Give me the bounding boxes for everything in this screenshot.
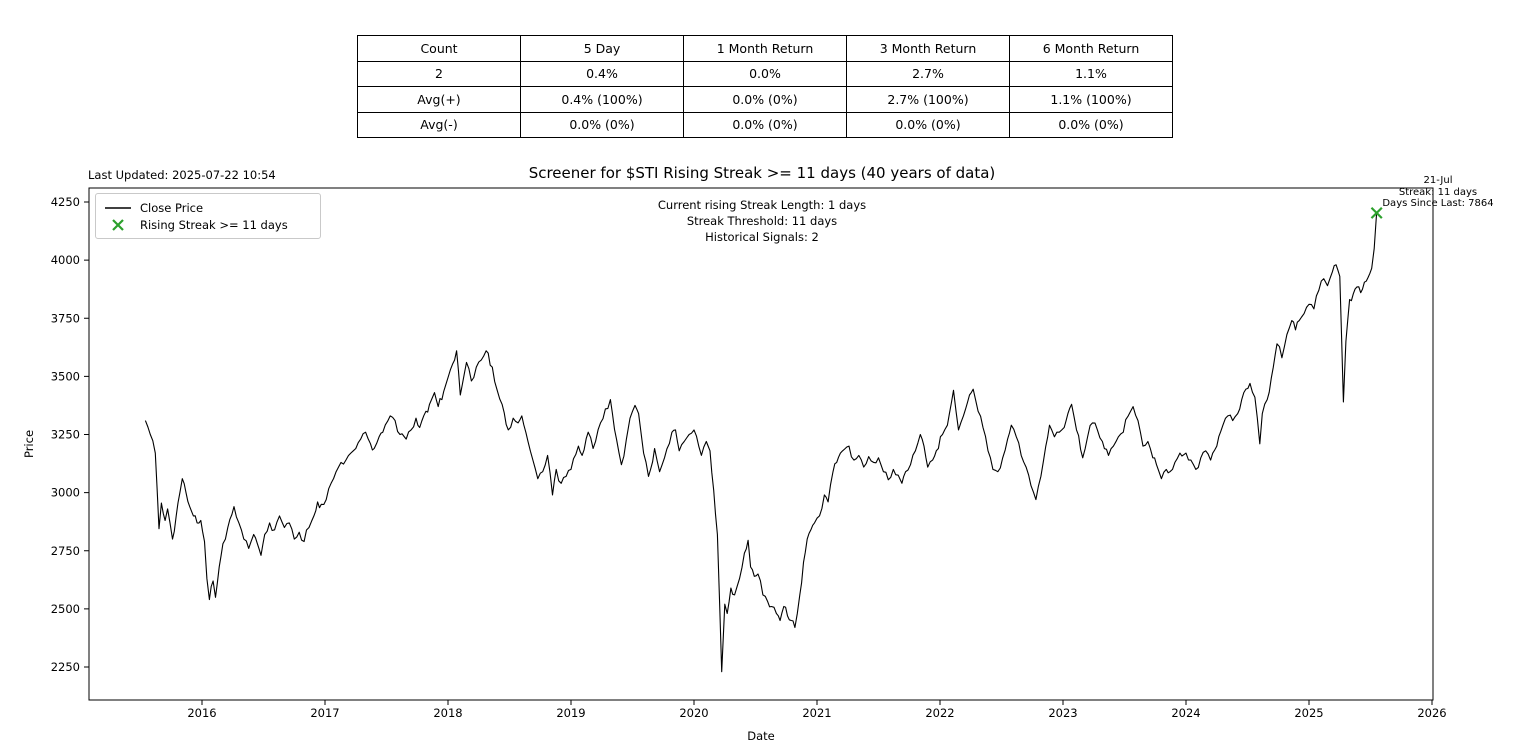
x-tick-label: 2017 [310,706,339,720]
x-tick-label: 2022 [925,706,954,720]
stats-table-row: 2 0.4% 0.0% 2.7% 1.1% [357,60,1173,87]
annotation-current-streak: Current rising Streak Length: 1 days [657,198,867,212]
chart-title: Screener for $STI Rising Streak >= 11 da… [528,164,996,182]
signal-streak-label: Streak: 11 days [1398,186,1478,198]
stats-table-header-row: Count 5 Day 1 Month Return 3 Month Return 6 … [357,35,1173,62]
stats-table-body: Count 5 Day 1 Month Return 3 Month Return 6 … [357,35,1173,138]
stats-table-header-cell: 3 Month Return [846,35,1010,62]
y-tick-label: 4000 [51,253,80,267]
stats-table-cell: 0.0% (0%) [846,111,1010,138]
stats-table-cell: 0.0% (0%) [683,111,847,138]
x-tick-label: 2016 [187,706,216,720]
stats-table-header-cell: Count [357,35,521,62]
annotation-streak-threshold: Streak Threshold: 11 days [686,214,838,228]
legend-close-price-label: Close Price [140,200,204,215]
stats-table-cell: 0.0% (0%) [520,111,684,138]
stats-table-cell: 0.0% (0%) [683,86,847,113]
x-tick-label: 2019 [556,706,585,720]
x-tick-label: 2026 [1417,706,1446,720]
stats-table-cell: 0.0% [683,60,847,87]
last-signal-annotation: 21-Jul Streak: 11 days Days Since Last: … [1374,175,1502,210]
stats-table-cell: Avg(-) [357,111,521,138]
y-tick-label: 3250 [51,428,80,442]
stats-table-header-cell: 5 Day [520,35,684,62]
stats-table-row: Avg(-) 0.0% (0%) 0.0% (0%) 0.0% (0%) 0.0% (0… [357,111,1173,138]
y-tick-label: 4250 [51,195,80,209]
y-tick-label: 3750 [51,311,80,325]
stats-table-header-cell: 6 Month Return [1009,35,1173,62]
x-tick-label: 2018 [433,706,462,720]
x-tick-label: 2025 [1294,706,1323,720]
stats-table: Count 5 Day 1 Month Return 3 Month Return 6 … [357,35,1173,138]
legend-line-swatch-icon [105,206,131,210]
signal-date-label: 21-Jul [1423,175,1453,186]
y-tick-label: 2250 [51,660,80,674]
plot-frame [88,187,1434,701]
y-tick-label: 2500 [51,602,80,616]
legend-x-marker-icon [105,218,131,232]
signal-x-marker [1370,206,1383,219]
legend-item-close-price: Close Price [105,201,320,215]
stats-table-cell: 0.4% [520,60,684,87]
price-axis-label: Price [22,430,36,458]
stats-table-cell: 0.0% (0%) [1009,111,1173,138]
center-annotation: Current rising Streak Length: 1 days Str… [0,197,1524,245]
y-tick-label: 3500 [51,369,80,383]
close-price-line [144,212,1378,673]
legend-item-rising-streak: Rising Streak >= 11 days [105,218,320,232]
last-updated-text: Last Updated: 2025-07-22 10:54 [88,168,276,182]
y-tick-label: 2750 [51,544,80,558]
legend-rising-streak-label: Rising Streak >= 11 days [140,217,288,232]
annotation-historical-signals: Historical Signals: 2 [705,230,819,244]
x-tick-label: 2020 [679,706,708,720]
y-tick-label: 3000 [51,486,80,500]
stats-table-cell: 2.7% (100%) [846,86,1010,113]
date-axis-label: Date [747,729,775,743]
x-tick-label: 2021 [802,706,831,720]
x-tick-label: 2023 [1048,706,1077,720]
stats-table-cell: 0.4% (100%) [520,86,684,113]
x-tick-label: 2024 [1171,706,1200,720]
signal-days-since-label: Days Since Last: 7864 [1382,198,1494,209]
legend: Close Price Rising Streak >= 11 days [95,193,321,239]
